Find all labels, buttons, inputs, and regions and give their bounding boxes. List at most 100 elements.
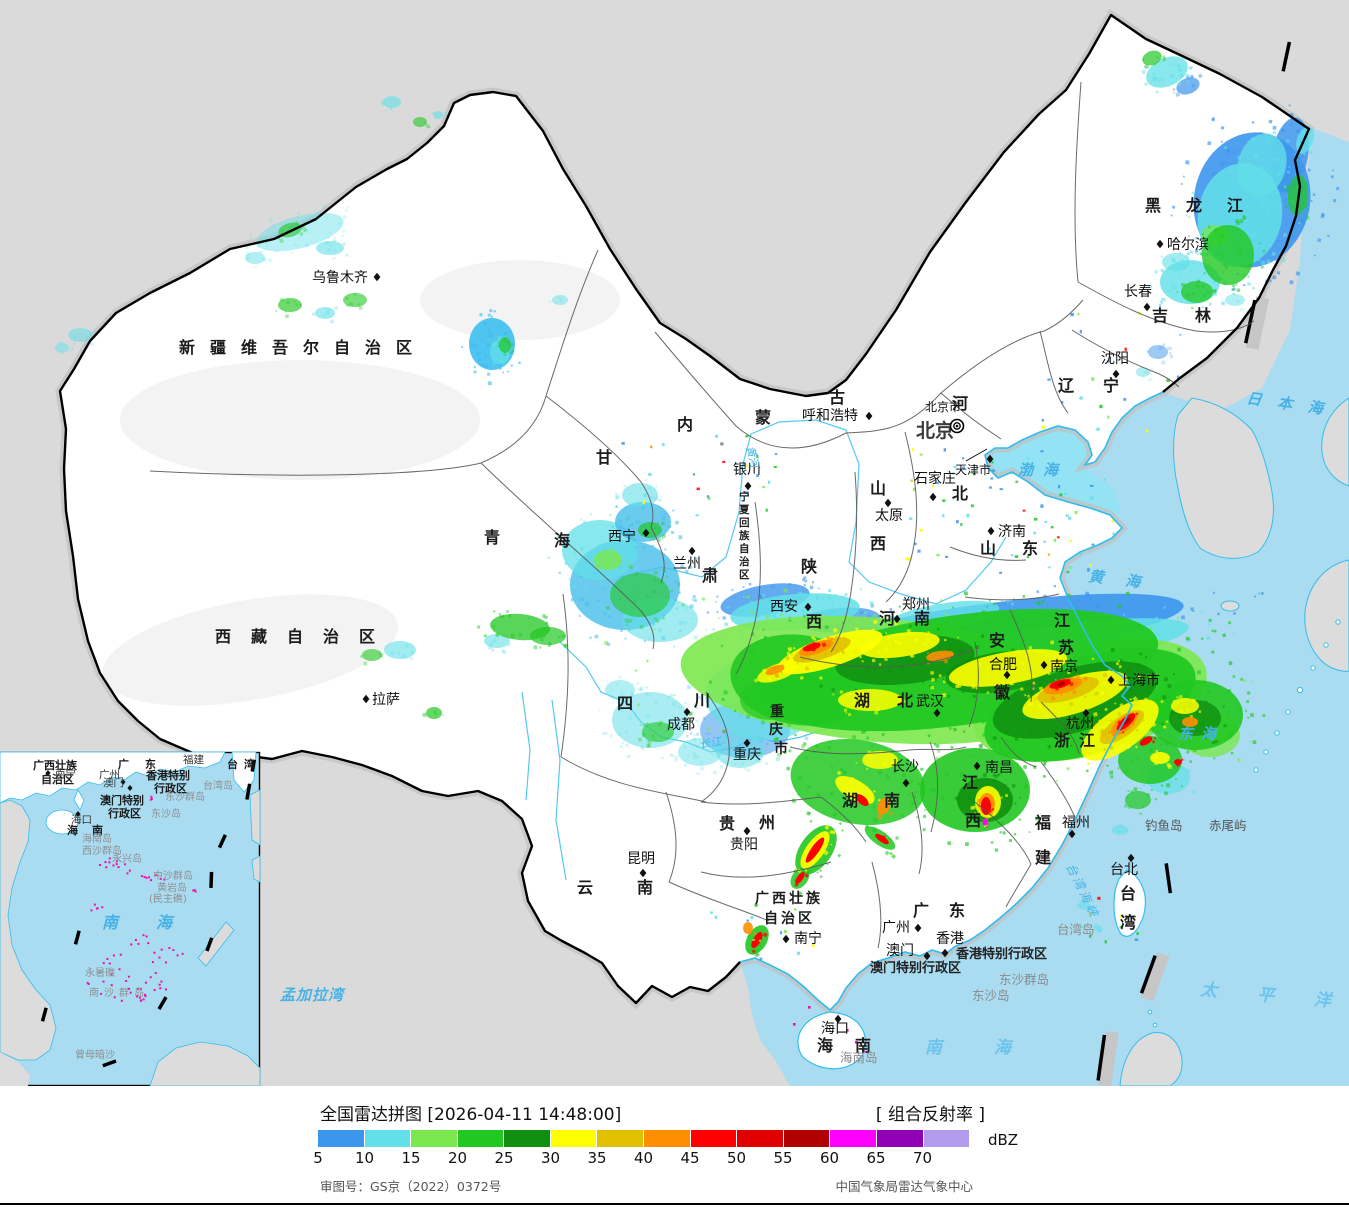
radar-noise-pixel <box>696 487 700 491</box>
radar-noise-pixel <box>722 460 726 463</box>
island-dot <box>143 875 146 878</box>
dbz-tick-labels: 5 10 15 20 25 30 35 40 45 50 55 60 65 70 <box>313 1149 969 1167</box>
map-label: 澳门特别 <box>100 793 144 807</box>
radar-noise-pixel <box>707 496 711 501</box>
colorbar-segment <box>876 1130 923 1147</box>
legend-panel: 全国雷达拼图 [2026-04-11 14:48:00] [ 组合反射率 ] d… <box>0 1086 1349 1208</box>
boundary-dash <box>1281 41 1292 72</box>
radar-echo <box>1176 281 1217 309</box>
map-label: 海南 <box>817 1036 893 1055</box>
island-dot <box>105 866 108 869</box>
map-label: 南昌 <box>985 760 1013 776</box>
radar-noise-pixel <box>966 513 970 518</box>
radar-noise-pixel <box>936 553 940 557</box>
radar-noise-pixel <box>783 929 787 934</box>
city-marker <box>941 948 949 958</box>
luzon-land <box>1119 1032 1183 1086</box>
map-label: 香港特别行政区 <box>955 946 1047 962</box>
radar-echo <box>275 298 302 319</box>
map-label: 赤尾屿 <box>1209 818 1247 833</box>
radar-noise-pixel <box>751 938 756 941</box>
radar-noise-pixel <box>758 939 761 942</box>
map-label: 香港特别 <box>145 768 190 782</box>
map-label: 云 <box>577 878 593 897</box>
boundary-dash <box>1164 863 1173 894</box>
island-dot <box>86 981 89 984</box>
island-dot <box>142 934 145 937</box>
boundary-dash <box>205 937 214 952</box>
map-label: 北京市 <box>925 399 961 414</box>
colorbar-segment <box>411 1130 457 1147</box>
city-marker <box>1112 369 1120 379</box>
island-dot <box>108 962 111 965</box>
colorbar-segment <box>364 1130 411 1147</box>
map-label: 沈阳 <box>1101 351 1129 367</box>
island-dot <box>142 998 145 1001</box>
radar-noise-pixel <box>1088 912 1091 915</box>
map-label: 徽 <box>993 683 1011 702</box>
radar-noise-pixel <box>1112 532 1115 536</box>
map-label: 北京 <box>916 419 954 442</box>
map-label: 行政区 <box>153 781 187 795</box>
city-marker <box>865 411 873 421</box>
island-dot <box>149 798 152 801</box>
radar-echo <box>245 251 272 268</box>
map-label: 郑州 <box>902 597 930 613</box>
island-dot <box>90 909 93 912</box>
island-dot <box>150 797 153 800</box>
radar-echo <box>1075 901 1092 915</box>
radar-noise-pixel <box>1145 429 1149 433</box>
radar-noise-pixel <box>999 488 1003 491</box>
map-label: 海 <box>67 823 78 837</box>
map-label: 澳门 <box>103 776 124 789</box>
map-label: 福建 <box>183 753 204 766</box>
map-label: 钓鱼岛 <box>1145 818 1183 833</box>
radar-noise-pixel <box>742 462 746 465</box>
map-label: 蒙 <box>755 408 771 427</box>
boundary-dash <box>245 783 252 800</box>
island-dot <box>159 987 162 990</box>
map-label: 东沙岛 <box>151 807 181 820</box>
radar-noise-pixel <box>943 448 946 452</box>
map-label: 东 <box>145 757 156 771</box>
island-dot <box>126 872 129 875</box>
radar-noise-pixel <box>1050 525 1054 529</box>
radar-noise-pixel <box>1081 925 1085 929</box>
inset-palawan <box>197 921 235 967</box>
dbz-tick: 30 <box>540 1149 561 1167</box>
city-marker <box>933 708 941 718</box>
map-label: 台湾岛 <box>1057 922 1095 937</box>
dbz-tick: 70 <box>912 1149 933 1167</box>
radar-echo <box>794 872 809 887</box>
radar-noise-pixel <box>1166 378 1170 383</box>
boundary-dash <box>102 1059 117 1068</box>
city-marker <box>120 779 126 785</box>
radar-noise-pixel <box>1040 450 1044 453</box>
dbz-unit-label: dBZ <box>988 1131 1019 1149</box>
radar-echo <box>802 641 827 652</box>
radar-noise-pixel <box>1119 925 1124 928</box>
radar-noise-pixel <box>1096 427 1100 431</box>
radar-noise-pixel <box>1066 570 1070 574</box>
radar-echo <box>1142 50 1167 70</box>
radar-noise-pixel <box>1011 553 1014 557</box>
map-label: 湖北 <box>854 691 940 710</box>
radar-noise-pixel <box>1043 540 1046 543</box>
island-dot <box>127 975 130 978</box>
island-dot <box>134 939 137 942</box>
colorbar-segment <box>737 1130 783 1147</box>
boundary-dash <box>1244 296 1270 350</box>
radar-noise-pixel <box>811 944 815 948</box>
map-label: 海南岛 <box>82 832 112 845</box>
radar-echo <box>1182 717 1198 727</box>
radar-noise-pixel <box>999 571 1003 574</box>
map-label: 湾 <box>244 757 255 771</box>
island-dot <box>100 992 103 995</box>
radar-noise-pixel <box>944 555 949 558</box>
radar-noise-pixel <box>710 911 713 914</box>
radar-echo <box>711 725 768 772</box>
colorbar-segment <box>504 1130 550 1147</box>
radar-noise-pixel <box>991 469 995 472</box>
radar-echo-layer <box>55 50 1340 1053</box>
radar-noise-pixel <box>1041 418 1044 422</box>
